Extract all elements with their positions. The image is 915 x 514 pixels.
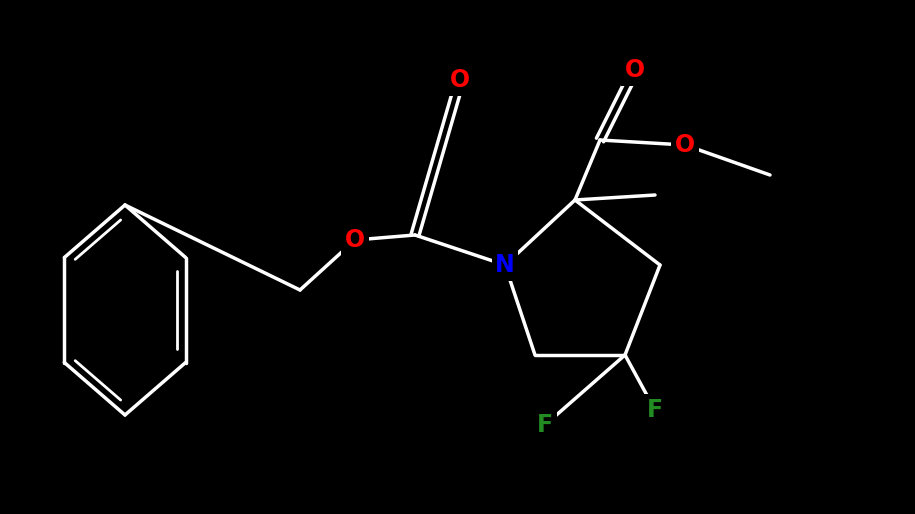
Text: O: O (625, 58, 645, 82)
Text: O: O (675, 133, 695, 157)
Text: O: O (450, 68, 470, 92)
Text: F: F (647, 398, 663, 422)
Text: O: O (345, 228, 365, 252)
Text: N: N (495, 253, 515, 277)
Text: F: F (537, 413, 553, 437)
